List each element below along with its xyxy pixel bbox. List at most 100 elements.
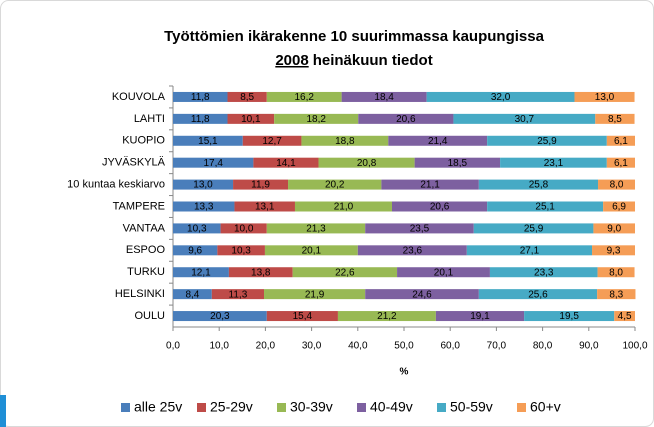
- data-label: 19,1: [470, 311, 490, 322]
- bar-segment: [173, 311, 267, 322]
- bar-segment: [211, 289, 265, 300]
- legend-swatch: [277, 403, 286, 412]
- x-tick-label: 70,0: [487, 341, 507, 352]
- data-label: 30,7: [515, 114, 535, 125]
- data-label: 11,3: [229, 289, 248, 300]
- bar-segment: [220, 223, 267, 234]
- data-label: 8,4: [185, 289, 199, 300]
- bar-segment: [173, 157, 254, 168]
- x-tick-label: 30,0: [302, 341, 322, 352]
- data-label: 17,4: [203, 158, 223, 169]
- data-label: 25,1: [535, 202, 555, 213]
- data-label: 21,4: [428, 136, 448, 147]
- x-tick-label: 10,0: [209, 341, 229, 352]
- data-label: 10,3: [187, 224, 207, 235]
- bar-segment: [592, 245, 635, 256]
- legend-swatch: [121, 403, 130, 412]
- data-label: 25,8: [529, 180, 549, 191]
- bar-segment: [500, 157, 607, 168]
- data-label: 23,1: [544, 158, 564, 169]
- x-tick-label: 90,0: [579, 341, 599, 352]
- data-label: 12,1: [191, 267, 211, 278]
- data-label: 10,3: [231, 245, 251, 256]
- data-label: 23,6: [403, 245, 423, 256]
- y-tick-label: LAHTI: [134, 113, 165, 125]
- bar-segment: [173, 91, 228, 102]
- x-tick-label: 80,0: [533, 341, 553, 352]
- data-label: 20,1: [302, 245, 322, 256]
- data-label: 18,2: [306, 114, 326, 125]
- bar-segment: [264, 245, 358, 256]
- data-label: 20,8: [357, 158, 377, 169]
- legend-label: 60+v: [530, 399, 561, 415]
- legend-swatch: [357, 403, 366, 412]
- bar-segment: [173, 179, 234, 190]
- bar-segment: [288, 179, 382, 190]
- subtitle-year: 2008: [275, 52, 308, 69]
- data-label: 8,5: [608, 114, 622, 125]
- bar-segment: [253, 157, 319, 168]
- bar-segment: [358, 113, 454, 124]
- bar-segment: [473, 223, 594, 234]
- chart-title: Työttömien ikärakenne 10 suurimmassa kau…: [164, 28, 545, 45]
- bar-segment: [337, 311, 436, 322]
- bar-segment: [173, 223, 221, 234]
- data-label: 25,9: [524, 224, 544, 235]
- bar-segment: [365, 223, 474, 234]
- bar-segment: [264, 289, 366, 300]
- legend-swatch: [517, 403, 526, 412]
- y-tick-label: HELSINKI: [115, 288, 165, 300]
- data-label: 11,9: [251, 180, 270, 191]
- bar-segment: [397, 267, 490, 278]
- data-label: 9,6: [188, 245, 202, 256]
- x-axis-label: %: [400, 367, 409, 378]
- bar-segment: [391, 201, 488, 212]
- data-label: 15,4: [293, 311, 313, 322]
- y-tick-label: OULU: [134, 310, 165, 322]
- data-label: 13,3: [194, 202, 214, 213]
- data-label: 21,3: [306, 224, 326, 235]
- bar-segment: [294, 201, 392, 212]
- data-label: 25,6: [528, 289, 548, 300]
- bar-segment: [173, 135, 243, 146]
- data-label: 9,0: [607, 224, 621, 235]
- subtitle-text: heinäkuun tiedot: [313, 52, 433, 69]
- data-label: 25,9: [537, 136, 557, 147]
- data-label: 8,5: [240, 92, 254, 103]
- bar-segment: [487, 201, 604, 212]
- bar-segment: [341, 91, 427, 102]
- data-label: 10,0: [234, 224, 254, 235]
- data-label: 4,5: [618, 311, 632, 322]
- data-label: 8,0: [609, 267, 623, 278]
- legend-label: alle 25v: [134, 399, 182, 415]
- y-tick-label: KOUVOLA: [112, 91, 166, 103]
- chart-subtitle: 2008 heinäkuun tiedot: [275, 52, 432, 69]
- bar-segment: [381, 179, 479, 190]
- y-tick-label: KUOPIO: [122, 135, 165, 147]
- bar-segment: [301, 135, 389, 146]
- data-label: 19,5: [559, 311, 579, 322]
- data-label: 11,8: [191, 92, 210, 103]
- edge-strip: [0, 395, 6, 427]
- data-label: 20,6: [396, 114, 416, 125]
- legend-label: 30-39v: [290, 399, 333, 415]
- data-label: 11,8: [191, 114, 210, 125]
- bar-segment: [318, 157, 415, 168]
- x-tick-label: 0,0: [166, 341, 180, 352]
- bar-segment: [357, 245, 467, 256]
- bar-segment: [593, 223, 635, 234]
- data-label: 20,2: [325, 180, 345, 191]
- bar-segment: [598, 179, 635, 190]
- bar-segment: [242, 135, 302, 146]
- data-label: 27,1: [520, 245, 540, 256]
- data-label: 32,0: [491, 92, 511, 103]
- data-label: 6,1: [614, 136, 628, 147]
- x-tick-label: 40,0: [348, 341, 368, 352]
- bar-segment: [524, 311, 615, 322]
- legend-label: 40-49v: [370, 399, 413, 415]
- y-tick-label: TAMPERE: [113, 200, 165, 212]
- legend-swatch: [197, 403, 206, 412]
- data-label: 8,0: [610, 180, 624, 191]
- bar-segment: [595, 113, 635, 124]
